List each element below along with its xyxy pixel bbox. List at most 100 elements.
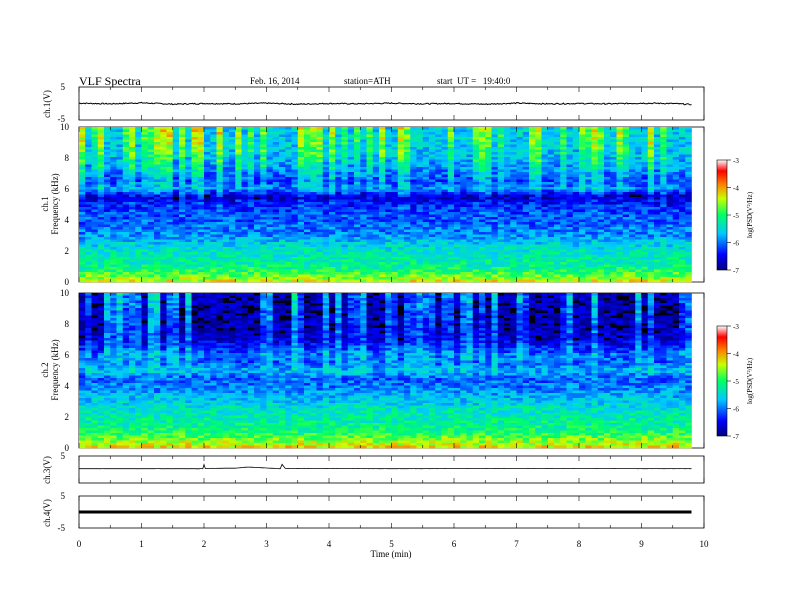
spectrogram-cell [210, 169, 217, 173]
spectrogram-cell [147, 129, 155, 133]
spectrogram-cell [422, 244, 430, 248]
spectrogram-cell [379, 157, 386, 160]
spectrogram-cell [204, 177, 211, 180]
spectrogram-cell [597, 199, 605, 203]
spectrogram-cell [422, 194, 430, 198]
spectrogram-cell [635, 179, 642, 183]
spectrogram-cell [222, 152, 230, 155]
spectrogram-cell [135, 177, 142, 180]
spectrogram-cell [566, 152, 574, 155]
spectrogram-cell [541, 229, 549, 233]
spectrogram-cell [479, 242, 486, 245]
spectrogram-cell [260, 212, 267, 215]
spectrogram-cell [435, 134, 442, 138]
spectrogram-cell [497, 129, 505, 133]
spectrogram-cell [654, 167, 661, 170]
spectrogram-cell [566, 149, 574, 153]
spectrogram-cell [479, 224, 486, 228]
spectrogram-cell [216, 229, 224, 233]
spectrogram-cell [447, 244, 455, 248]
spectrogram-cell [666, 167, 674, 170]
spectrogram-cell [510, 157, 517, 160]
spectrogram-cell [566, 242, 574, 245]
spectrogram-cell [529, 232, 536, 235]
spectrogram-cell [166, 247, 174, 250]
spectrogram-cell [272, 129, 280, 133]
spectrogram-cell [285, 147, 292, 150]
spectrogram-cell [272, 137, 280, 140]
spectrogram-cell [347, 252, 355, 255]
spectrogram-cell [329, 172, 336, 175]
spectrogram-cell [679, 242, 686, 245]
spectrogram-cell [335, 147, 342, 150]
spectrogram-cell [641, 147, 649, 150]
spectrogram-cell [579, 249, 586, 253]
spectrogram-cell [510, 244, 517, 248]
spectrogram-cell [597, 222, 605, 225]
spectrogram-cell [585, 232, 592, 235]
spectrogram-cell [310, 144, 317, 148]
spectrogram-cell [616, 159, 624, 163]
spectrogram-cell [366, 229, 374, 233]
spectrogram-cell [641, 157, 649, 160]
spectrogram-cell [422, 234, 430, 238]
spectrogram-cell [329, 207, 336, 210]
spectrogram-cell [416, 242, 424, 245]
spectrogram-cell [97, 202, 105, 205]
spectrogram-cell [116, 247, 124, 250]
spectrogram-cell [297, 252, 305, 255]
spectrogram-cell [641, 222, 649, 225]
spectrogram-cell [435, 247, 442, 250]
spectrogram-cell [222, 224, 230, 228]
spectrogram-cell [297, 197, 305, 200]
spectrogram-cell [116, 244, 124, 248]
spectrogram-cell [416, 239, 424, 243]
spectrogram-cell [410, 192, 417, 195]
spectrogram-cell [154, 207, 161, 210]
spectrogram-cell [329, 244, 336, 248]
spectrogram-cell [235, 249, 242, 253]
spectrogram-cell [654, 232, 661, 235]
spectrogram-cell [129, 194, 136, 198]
spectrogram-cell [460, 199, 467, 203]
spectrogram-cell [266, 232, 274, 235]
spectrogram-cell [179, 142, 186, 145]
spectrogram-cell [641, 194, 649, 198]
spectrogram-cell [416, 164, 424, 168]
spectrogram-cell [547, 144, 555, 148]
spectrogram-cell [210, 142, 217, 145]
spectrogram-cell [666, 144, 674, 148]
spectrogram-cell [560, 199, 567, 203]
spectrogram-cell [410, 217, 417, 220]
spectrogram-cell [260, 199, 267, 203]
spectrogram-cell [147, 139, 155, 143]
spectrogram-cell [335, 184, 342, 188]
spectrogram-cell [385, 179, 392, 183]
spectrogram-cell [360, 172, 367, 175]
spectrogram-cell [597, 139, 605, 143]
spectrogram-cell [522, 224, 530, 228]
spectrogram-cell [379, 229, 386, 233]
spectrogram-cell [391, 167, 399, 170]
spectrogram-cell [579, 202, 586, 205]
spectrogram-cell [254, 197, 261, 200]
spectrogram-cell [647, 132, 655, 135]
spectrogram-cell [160, 134, 167, 138]
spectrogram-cell [104, 207, 111, 210]
spectrogram-cell [166, 127, 174, 130]
spectrogram-cell [229, 187, 236, 190]
spectrogram-cell [116, 134, 124, 138]
spectrogram-cell [179, 207, 186, 210]
spectrogram-cell [216, 167, 224, 170]
spectrogram-cell [591, 164, 599, 168]
spectrogram-cell [216, 249, 224, 253]
spectrogram-cell [435, 199, 442, 203]
spectrogram-cell [435, 162, 442, 165]
spectrogram-cell [222, 162, 230, 165]
spectrogram-cell [522, 227, 530, 230]
spectrogram-cell [485, 142, 492, 145]
spectrogram-cell [222, 189, 230, 193]
spectrogram-cell [104, 172, 111, 175]
spectrogram-cell [210, 172, 217, 175]
spectrogram-cell [404, 209, 411, 213]
